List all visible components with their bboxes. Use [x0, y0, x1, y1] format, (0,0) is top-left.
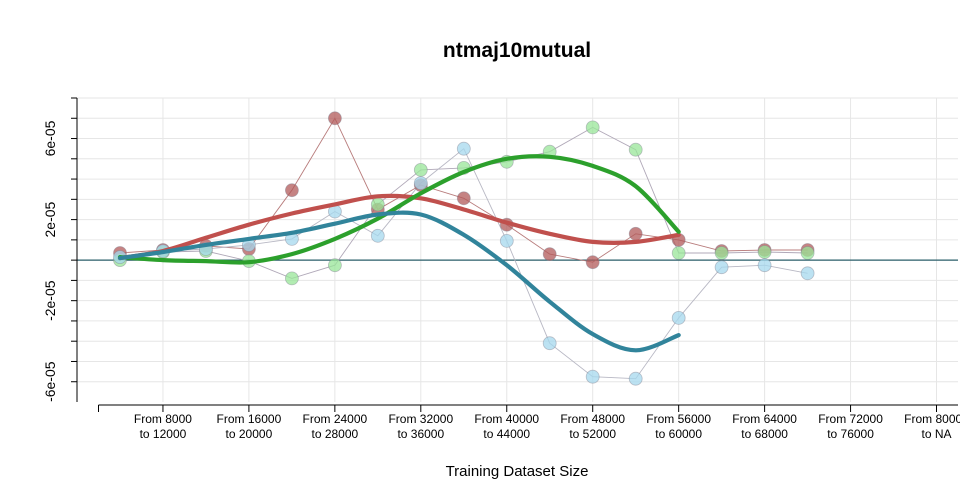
x-tick-label: From 8000: [134, 412, 192, 426]
data-point-red: [327, 111, 342, 126]
x-tick-label: to 52000: [569, 427, 616, 441]
data-point-blue: [671, 310, 686, 325]
smooth-line-blue: [117, 210, 681, 353]
y-tick-label: 2e-05: [42, 201, 58, 237]
data-point-green: [327, 258, 342, 273]
x-tick-label: to 68000: [741, 427, 788, 441]
data-point-red: [456, 191, 471, 206]
raw-series-lines: [119, 117, 808, 380]
data-point-blue: [542, 336, 557, 351]
data-point-blue: [800, 266, 815, 281]
data-point-red: [585, 255, 600, 270]
data-point-green: [671, 246, 686, 260]
x-tick-label: From 24000: [303, 412, 368, 426]
x-tick-label: From 40000: [474, 412, 539, 426]
data-point-green: [628, 142, 643, 157]
x-tick-label: From 16000: [217, 412, 282, 426]
data-point-blue: [499, 233, 514, 248]
data-points: [113, 111, 815, 386]
x-tick-label: From 32000: [388, 412, 453, 426]
data-point-blue: [413, 176, 428, 191]
x-tick-label: to 44000: [483, 427, 530, 441]
data-point-green: [585, 120, 600, 135]
x-tick-label: From 80000: [904, 412, 960, 426]
data-point-green: [714, 246, 729, 260]
data-point-blue: [714, 260, 729, 275]
x-tick-label: From 64000: [732, 412, 797, 426]
data-point-green: [757, 245, 772, 259]
data-point-red: [542, 247, 557, 262]
x-tick-label: to NA: [922, 427, 952, 441]
y-tick-label: -2e-05: [42, 280, 58, 321]
x-tick-label: From 72000: [818, 412, 883, 426]
x-tick-label: to 28000: [311, 427, 358, 441]
data-point-blue: [585, 369, 600, 384]
x-tick-label: to 20000: [226, 427, 273, 441]
smooth-line-red: [117, 193, 681, 261]
chart-title: ntmaj10mutual: [443, 39, 591, 62]
data-point-blue: [757, 258, 772, 273]
y-tick-label: -6e-05: [42, 361, 58, 402]
x-tick-label: to 12000: [140, 427, 187, 441]
x-tick-label: From 48000: [560, 412, 625, 426]
grid: [77, 97, 958, 402]
data-point-red: [284, 183, 299, 198]
x-tick-label: to 60000: [655, 427, 702, 441]
data-point-green: [284, 271, 299, 286]
x-tick-label: to 36000: [397, 427, 444, 441]
data-point-green: [370, 197, 385, 212]
data-point-green: [413, 162, 428, 177]
x-axis-label: Training Dataset Size: [446, 463, 589, 480]
smoothed-series-lines: [117, 154, 681, 353]
x-tick-label: From 56000: [646, 412, 711, 426]
smooth-line-green: [117, 154, 681, 265]
data-point-blue: [370, 228, 385, 243]
data-point-green: [800, 246, 815, 260]
data-point-red: [628, 226, 643, 241]
y-tick-label: 6e-05: [42, 120, 58, 156]
data-point-blue: [628, 371, 643, 386]
x-tick-label: to 76000: [827, 427, 874, 441]
data-point-blue: [456, 141, 471, 156]
